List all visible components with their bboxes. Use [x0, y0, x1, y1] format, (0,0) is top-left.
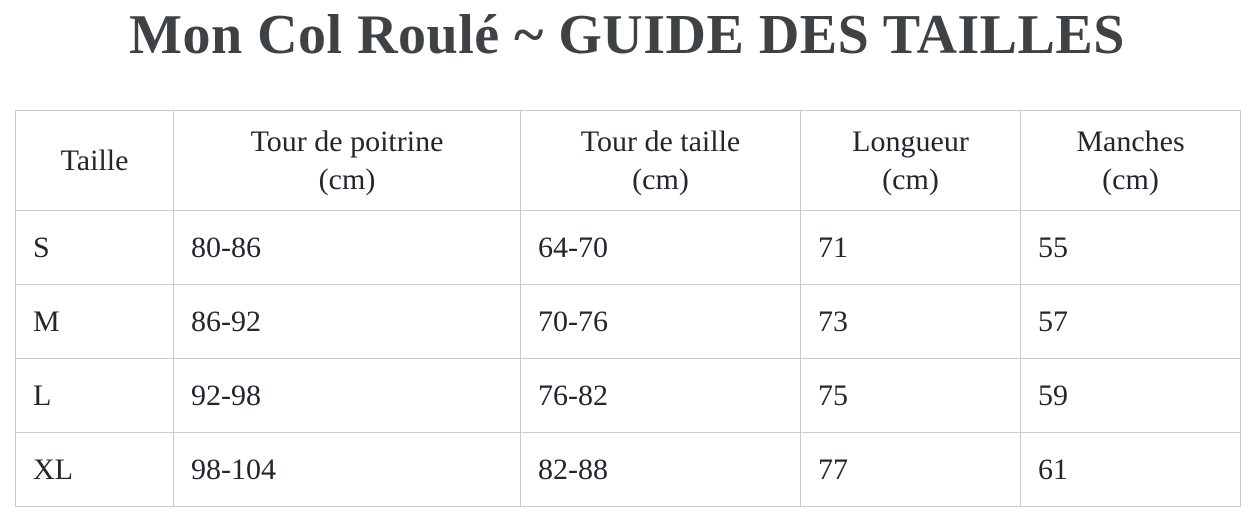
header-cell-sleeves: Manches (cm): [1020, 110, 1241, 211]
page-title: Mon Col Roulé ~ GUIDE DES TAILLES: [129, 4, 1125, 66]
table-row-s: S 80-86 64-70 71 55: [15, 210, 1241, 285]
cell-length: 77: [800, 432, 1021, 507]
cell-length: 73: [800, 284, 1021, 359]
cell-waist: 70-76: [520, 284, 801, 359]
header-label: Tour de taille: [580, 124, 741, 158]
header-unit: (cm): [318, 162, 376, 196]
size-table-body: S 80-86 64-70 71 55 M 86-92 70-76 73 57 …: [15, 210, 1241, 507]
cell-length: 71: [800, 210, 1021, 285]
cell-sleeves: 57: [1020, 284, 1241, 359]
header-cell-chest: Tour de poitrine (cm): [173, 110, 521, 211]
header-cell-size: Taille: [15, 110, 174, 211]
cell-size: L: [15, 358, 174, 433]
cell-chest: 98-104: [173, 432, 521, 507]
header-label: Tour de poitrine: [250, 124, 444, 158]
cell-chest: 92-98: [173, 358, 521, 433]
cell-size: M: [15, 284, 174, 359]
cell-sleeves: 61: [1020, 432, 1241, 507]
cell-chest: 80-86: [173, 210, 521, 285]
cell-waist: 82-88: [520, 432, 801, 507]
cell-chest: 86-92: [173, 284, 521, 359]
cell-sleeves: 59: [1020, 358, 1241, 433]
cell-waist: 76-82: [520, 358, 801, 433]
header-unit: (cm): [632, 162, 689, 196]
header-row: Taille Tour de poitrine (cm) Tour de tai…: [15, 110, 1241, 211]
cell-waist: 64-70: [520, 210, 801, 285]
size-guide-table: Taille Tour de poitrine (cm) Tour de tai…: [15, 110, 1241, 507]
header-cell-waist: Tour de taille (cm): [520, 110, 801, 211]
table-row-xl: XL 98-104 82-88 77 61: [15, 432, 1241, 507]
header-label: Longueur: [852, 124, 969, 158]
header-cell-length: Longueur (cm): [800, 110, 1021, 211]
header-unit: (cm): [882, 162, 939, 196]
table-row-m: M 86-92 70-76 73 57: [15, 284, 1241, 359]
header-unit: (cm): [1102, 162, 1159, 196]
cell-sleeves: 55: [1020, 210, 1241, 285]
header-label: Taille: [60, 143, 129, 177]
cell-size: XL: [15, 432, 174, 507]
size-table-header: Taille Tour de poitrine (cm) Tour de tai…: [15, 110, 1241, 211]
cell-size: S: [15, 210, 174, 285]
table-row-l: L 92-98 76-82 75 59: [15, 358, 1241, 433]
cell-length: 75: [800, 358, 1021, 433]
header-label: Manches: [1076, 124, 1185, 158]
